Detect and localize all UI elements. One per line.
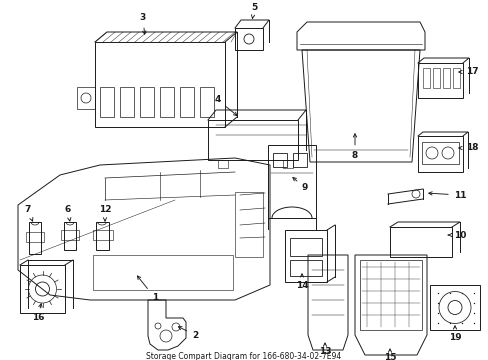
Bar — [180, 87, 194, 117]
Bar — [64, 222, 76, 250]
Text: Storage Compart Diagram for 166-680-34-02-7E94: Storage Compart Diagram for 166-680-34-0… — [146, 352, 341, 360]
Text: 1: 1 — [137, 276, 158, 302]
Bar — [417, 136, 462, 172]
Bar — [422, 68, 429, 88]
Bar — [235, 192, 263, 257]
Bar — [61, 230, 79, 240]
Bar — [292, 153, 306, 167]
Bar — [26, 232, 44, 242]
Bar — [272, 153, 286, 167]
Bar — [267, 145, 315, 218]
Bar — [429, 285, 479, 330]
Text: 6: 6 — [65, 206, 71, 221]
Text: 7: 7 — [25, 206, 33, 221]
Bar — [77, 87, 95, 109]
Bar — [29, 222, 41, 254]
Text: 11: 11 — [428, 190, 465, 199]
Text: 17: 17 — [458, 68, 477, 77]
Text: 19: 19 — [448, 326, 460, 342]
Bar — [20, 265, 65, 313]
Text: 3: 3 — [140, 13, 146, 34]
Bar — [235, 28, 263, 50]
Bar — [417, 63, 462, 98]
Text: 4: 4 — [214, 95, 237, 116]
Bar — [120, 87, 134, 117]
Bar — [200, 87, 214, 117]
Bar — [442, 68, 449, 88]
Text: 5: 5 — [250, 4, 257, 18]
Text: 9: 9 — [292, 177, 307, 193]
Bar — [96, 222, 109, 250]
Text: 8: 8 — [351, 134, 357, 159]
Bar — [389, 227, 451, 257]
Text: 14: 14 — [295, 274, 307, 291]
Bar — [421, 142, 458, 164]
Bar — [285, 230, 326, 282]
Text: 2: 2 — [178, 327, 198, 339]
Bar — [359, 260, 421, 330]
Bar — [432, 68, 439, 88]
Text: 12: 12 — [99, 206, 111, 221]
Text: 15: 15 — [383, 349, 395, 360]
Bar — [95, 42, 224, 127]
Bar — [218, 160, 227, 168]
Bar — [207, 120, 297, 160]
Bar — [289, 260, 321, 276]
Bar — [93, 255, 232, 290]
Bar — [283, 160, 292, 168]
Bar — [452, 68, 459, 88]
Bar — [289, 238, 321, 256]
Bar — [100, 87, 114, 117]
Bar — [93, 230, 113, 240]
Text: 13: 13 — [318, 343, 330, 356]
Text: 18: 18 — [458, 144, 477, 153]
Text: 16: 16 — [32, 304, 44, 323]
Bar — [160, 87, 174, 117]
Text: 10: 10 — [447, 230, 465, 239]
Bar — [140, 87, 154, 117]
